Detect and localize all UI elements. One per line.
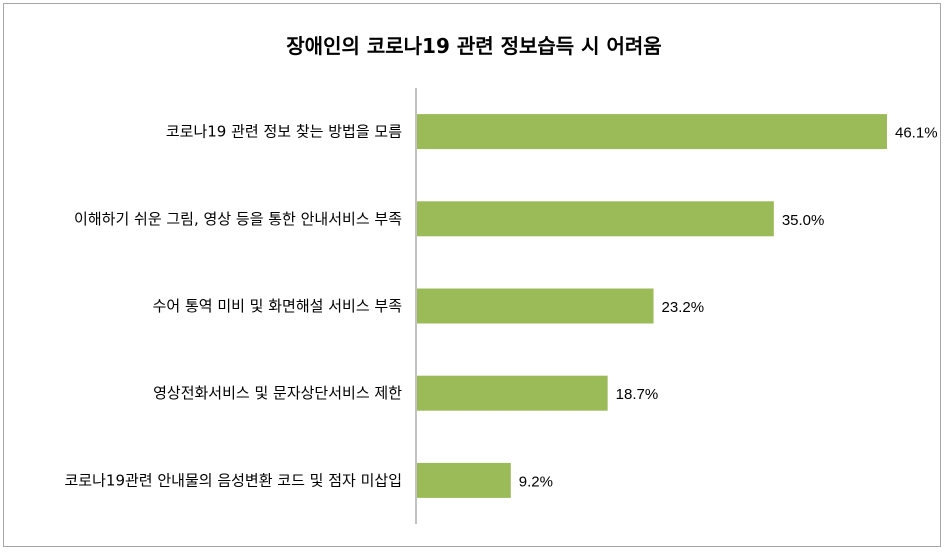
bar bbox=[417, 288, 654, 324]
chart-frame bbox=[3, 3, 941, 547]
bar bbox=[417, 462, 511, 498]
bar bbox=[417, 114, 887, 150]
bar bbox=[417, 375, 608, 411]
value-label: 9.2% bbox=[519, 473, 553, 490]
value-label: 18.7% bbox=[616, 386, 659, 403]
category-label: 수어 통역 미비 및 화면해설 서비스 부족 bbox=[153, 297, 403, 315]
category-label: 이해하기 쉬운 그림, 영상 등을 통한 안내서비스 부족 bbox=[74, 210, 402, 228]
value-label: 46.1% bbox=[895, 125, 938, 142]
category-label: 코로나19관련 안내물의 음성변환 코드 및 점자 미삽입 bbox=[65, 471, 403, 489]
category-label: 영상전화서비스 및 문자상단서비스 제한 bbox=[153, 384, 402, 402]
bar bbox=[417, 201, 774, 237]
chart-title: 장애인의 코로나19 관련 정보습득 시 어려움 bbox=[286, 34, 662, 58]
category-label: 코로나19 관련 정보 찾는 방법을 모름 bbox=[166, 123, 402, 141]
value-label: 23.2% bbox=[662, 299, 705, 316]
value-label: 35.0% bbox=[782, 212, 825, 229]
